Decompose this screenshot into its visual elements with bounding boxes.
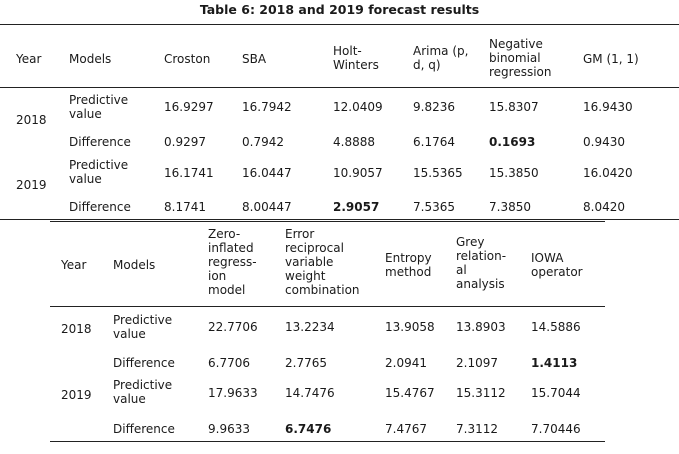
table2-header-iowa: IOWA operator [531, 251, 583, 279]
table1-year: 2018 [16, 113, 47, 127]
table1-header-negbin: Negative binomial regression [489, 37, 552, 79]
table2-cell: 13.2234 [285, 320, 335, 334]
table2-cell: 7.3112 [456, 422, 498, 436]
table2-top-rule [50, 221, 605, 222]
table1-cell: 15.5365 [413, 166, 463, 180]
table1-header-rule [0, 87, 679, 88]
table1-cell: 7.5365 [413, 200, 455, 214]
table1-cell: 8.1741 [164, 200, 206, 214]
table2-cell: 14.7476 [285, 386, 335, 400]
table1-cell: 16.9297 [164, 100, 214, 114]
table2-cell: 15.4767 [385, 386, 435, 400]
table2-cell: 2.7765 [285, 356, 327, 370]
table1-cell: 16.0420 [583, 166, 633, 180]
table2-cell: 22.7706 [208, 320, 258, 334]
table2-header-error-reciprocal: Error reciprocal variable weight combina… [285, 227, 360, 297]
table1-cell: 12.0409 [333, 100, 383, 114]
table2-header-models: Models [113, 258, 156, 272]
table2-year: 2019 [61, 388, 92, 402]
table2-header-grey: Grey relation- al analysis [456, 235, 507, 291]
table2-cell: 7.70446 [531, 422, 581, 436]
table2-row-label-difference: Difference [113, 356, 175, 370]
table1-year: 2019 [16, 178, 47, 192]
table1-cell: 9.8236 [413, 100, 455, 114]
table2-cell: 17.9633 [208, 386, 258, 400]
table2-row-label-predictive: Predictive value [113, 313, 173, 341]
table2-year: 2018 [61, 322, 92, 336]
table2-bottom-rule [50, 441, 605, 442]
table1-cell: 15.8307 [489, 100, 539, 114]
table2-cell: 9.9633 [208, 422, 250, 436]
table2-cell: 2.1097 [456, 356, 498, 370]
table2-header-entropy: Entropy method [385, 251, 432, 279]
table1-cell: 4.8888 [333, 135, 375, 149]
table1-cell: 7.3850 [489, 200, 531, 214]
table2-cell: 14.5886 [531, 320, 581, 334]
table1-row-label-difference: Difference [69, 135, 131, 149]
table2-cell-best: 1.4113 [531, 356, 578, 370]
table1-cell: 0.9430 [583, 135, 625, 149]
table2-cell: 6.7706 [208, 356, 250, 370]
table1-cell: 8.0420 [583, 200, 625, 214]
table1-header-arima: Arima (p, d, q) [413, 44, 469, 72]
table2-row-label-difference: Difference [113, 422, 175, 436]
table2-cell: 2.0941 [385, 356, 427, 370]
table2-cell: 13.8903 [456, 320, 506, 334]
table2-cell-best: 6.7476 [285, 422, 332, 436]
table1-header-sba: SBA [242, 52, 267, 66]
table1-header-year: Year [16, 52, 42, 66]
table2-row-label-predictive: Predictive value [113, 378, 173, 406]
table1-cell: 0.9297 [164, 135, 206, 149]
table1-bottom-rule [0, 219, 679, 220]
table1-header-holt: Holt- Winters [333, 44, 379, 72]
table1-header-croston: Croston [164, 52, 211, 66]
table1-top-rule [0, 24, 679, 25]
table1-cell: 0.7942 [242, 135, 284, 149]
table1-cell: 16.9430 [583, 100, 633, 114]
table1-cell: 8.00447 [242, 200, 292, 214]
table-caption: Table 6: 2018 and 2019 forecast results [199, 2, 480, 17]
table1-cell: 15.3850 [489, 166, 539, 180]
table1-cell-best: 0.1693 [489, 135, 536, 149]
table2-cell: 13.9058 [385, 320, 435, 334]
table1-cell: 16.1741 [164, 166, 214, 180]
table2-cell: 15.7044 [531, 386, 581, 400]
table1-header-models: Models [69, 52, 112, 66]
table2-header-rule [50, 306, 605, 307]
table2-cell: 15.3112 [456, 386, 506, 400]
table1-cell: 16.7942 [242, 100, 292, 114]
table1-header-gm: GM (1, 1) [583, 52, 639, 66]
table1-row-label-difference: Difference [69, 200, 131, 214]
table1-cell-best: 2.9057 [333, 200, 380, 214]
table1-row-label-predictive: Predictive value [69, 93, 129, 121]
table2-header-zero-inflated: Zero- inflated regress- ion model [208, 227, 257, 297]
table2-header-year: Year [61, 258, 87, 272]
table1-cell: 16.0447 [242, 166, 292, 180]
table1-row-label-predictive: Predictive value [69, 158, 129, 186]
table2-cell: 7.4767 [385, 422, 427, 436]
table1-cell: 6.1764 [413, 135, 455, 149]
table1-cell: 10.9057 [333, 166, 383, 180]
